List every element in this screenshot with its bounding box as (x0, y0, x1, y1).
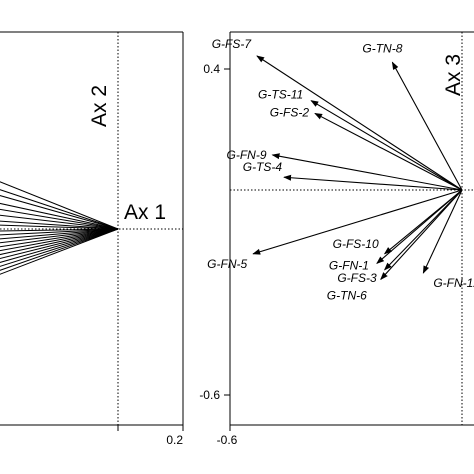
right-panel-vectors: G-TN-8 G-FS-7 G-TS-11 G-FS-2 G-FN-9G-TS-4 G-F… (207, 37, 474, 302)
right-vector-label: G-TS-11 (258, 88, 303, 102)
left-vector-line (0, 228, 119, 248)
right-panel-y-tick-label: -0.6 (199, 388, 220, 402)
left-panel-ax2-label: Ax 2 (88, 85, 111, 127)
left-vector-line (0, 220, 119, 230)
right-vector-arrow (380, 189, 463, 281)
left-panel: 0.2 Ax 1 Ax 2 (0, 31, 184, 447)
right-vector-label: G-FS-10 (333, 237, 379, 251)
left-vector-line (0, 228, 119, 232)
left-vector-line (0, 228, 119, 252)
right-vector-label: G-TN-6 (327, 288, 367, 302)
left-vector-line (0, 228, 119, 244)
left-vector-line (0, 228, 119, 256)
left-vector-line (0, 228, 119, 260)
right-vector-label: G-FN-1 (329, 258, 369, 272)
left-panel-ax1-label: Ax 1 (124, 201, 166, 224)
right-vector-arrow (283, 174, 463, 191)
right-vector-label: G-TN-8 (362, 41, 402, 55)
left-vector-line (0, 214, 119, 230)
right-vector-label: G-FN-9 (227, 148, 267, 162)
left-vector-line (0, 228, 119, 263)
right-vector-label: G-FS-2 (270, 105, 310, 119)
right-vector-arrow (314, 112, 463, 191)
left-vector-line (0, 228, 119, 240)
right-vector-arrow (252, 189, 463, 255)
left-vector-line (0, 202, 119, 230)
right-panel-x-tick-label: -0.6 (217, 433, 238, 447)
right-vector-arrow (256, 55, 463, 191)
left-vector-line (0, 228, 119, 271)
right-vector-label: G-FS-7 (212, 37, 253, 51)
right-panel-y-tick-label: 0.4 (203, 62, 220, 76)
right-vector-arrow (271, 153, 463, 191)
left-panel-x-tick-label: 0.2 (166, 433, 183, 447)
right-vector-arrow (383, 189, 463, 271)
right-vector-label: G-FN-5 (207, 257, 247, 271)
right-vector-label: G-FS-3 (337, 271, 377, 285)
left-vector-line (0, 228, 119, 275)
right-vector-label: G-FN-12 (433, 276, 474, 290)
left-vector-line (0, 181, 119, 230)
left-vector-line (0, 208, 119, 230)
right-vector-label: G-TS-4 (243, 160, 283, 174)
right-vector-arrow (310, 100, 463, 191)
right-vector-arrow (391, 61, 463, 191)
left-vector-line (0, 228, 119, 267)
left-panel-vectors (0, 181, 119, 275)
left-vector-line (0, 228, 119, 236)
right-vector-arrow (422, 189, 463, 274)
right-panel: 0.4 -0.6 -0.6 Ax 3 G-TN-8G-FS-7G-TS-11G-… (199, 31, 474, 447)
right-vector-arrow (376, 189, 463, 265)
left-vector-line (0, 224, 119, 230)
left-vector-line (0, 189, 119, 230)
left-vector-line (0, 195, 119, 230)
right-panel-ax3-label: Ax 3 (442, 54, 465, 96)
